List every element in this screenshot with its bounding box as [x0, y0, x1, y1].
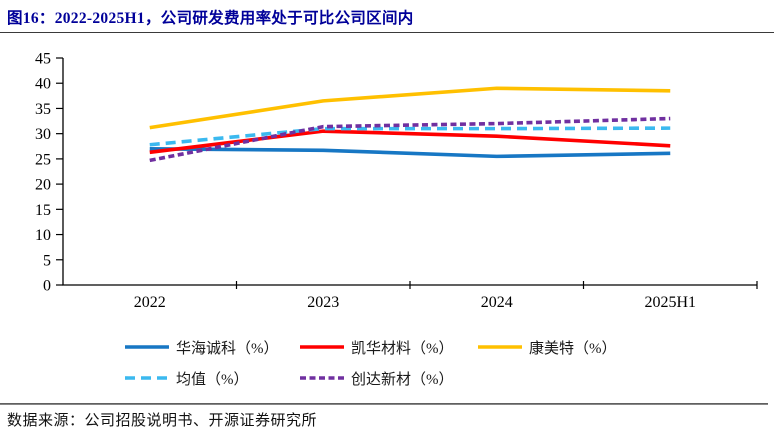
- legend-swatch-line: [300, 345, 344, 349]
- legend-item-huahaichengke: 华海诚科（%）: [125, 334, 279, 360]
- y-tick-label: 20: [35, 177, 51, 194]
- series-line: [149, 126, 671, 147]
- legend-label: 均值（%）: [176, 371, 249, 388]
- y-tick-label: 35: [35, 101, 51, 118]
- footer-divider: [0, 403, 768, 405]
- legend-label: 康美特（%）: [529, 340, 617, 357]
- y-tick-label: 40: [35, 76, 51, 93]
- x-tick-label: 2022: [134, 294, 166, 311]
- y-tick-label: 25: [35, 151, 51, 168]
- y-tick-label: 0: [43, 278, 51, 295]
- legend-item-junzhi: 均值（%）: [125, 365, 249, 391]
- y-tick-label: 5: [43, 252, 51, 269]
- y-tick-label: 30: [35, 126, 51, 143]
- legend-item-kangmeite: 康美特（%）: [478, 334, 617, 360]
- series-line: [149, 147, 671, 159]
- legend-swatch-line: [125, 376, 169, 380]
- x-tick-label: 2025H1: [644, 294, 696, 311]
- figure-title: 图16：2022-2025H1，公司研发费用率处于可比公司区间内: [7, 10, 414, 27]
- legend-swatch-line: [300, 376, 344, 380]
- legend-label: 华海诚科（%）: [176, 340, 279, 357]
- data-source-note: 数据来源：公司招股说明书、开源证券研究所: [7, 413, 318, 429]
- legend-item-kaihuacailiao: 凯华材料（%）: [300, 334, 454, 360]
- y-tick-label: 10: [35, 227, 51, 244]
- x-tick-label: 2024: [481, 294, 513, 311]
- legend-item-chuangdaxincai: 创达新材（%）: [300, 365, 454, 391]
- chart-canvas: 0 5 10 15 20 25 30 35 40 45 2022 2023 2024 2025H1: [35, 51, 758, 311]
- y-tick-label: 45: [35, 51, 51, 68]
- x-tick-label: 2023: [307, 294, 339, 311]
- series-line: [149, 116, 671, 163]
- title-divider: [0, 32, 774, 33]
- series-line: [149, 86, 671, 130]
- legend-label: 创达新材（%）: [351, 371, 454, 388]
- y-tick-label: 15: [35, 202, 51, 219]
- legend-swatch-line: [125, 345, 169, 349]
- legend-swatch-line: [478, 345, 522, 349]
- chart-legend: 华海诚科（%） 凯华材料（%） 康美特（%） 均值（%） 创达新材（%）: [0, 334, 774, 396]
- legend-label: 凯华材料（%）: [351, 340, 454, 357]
